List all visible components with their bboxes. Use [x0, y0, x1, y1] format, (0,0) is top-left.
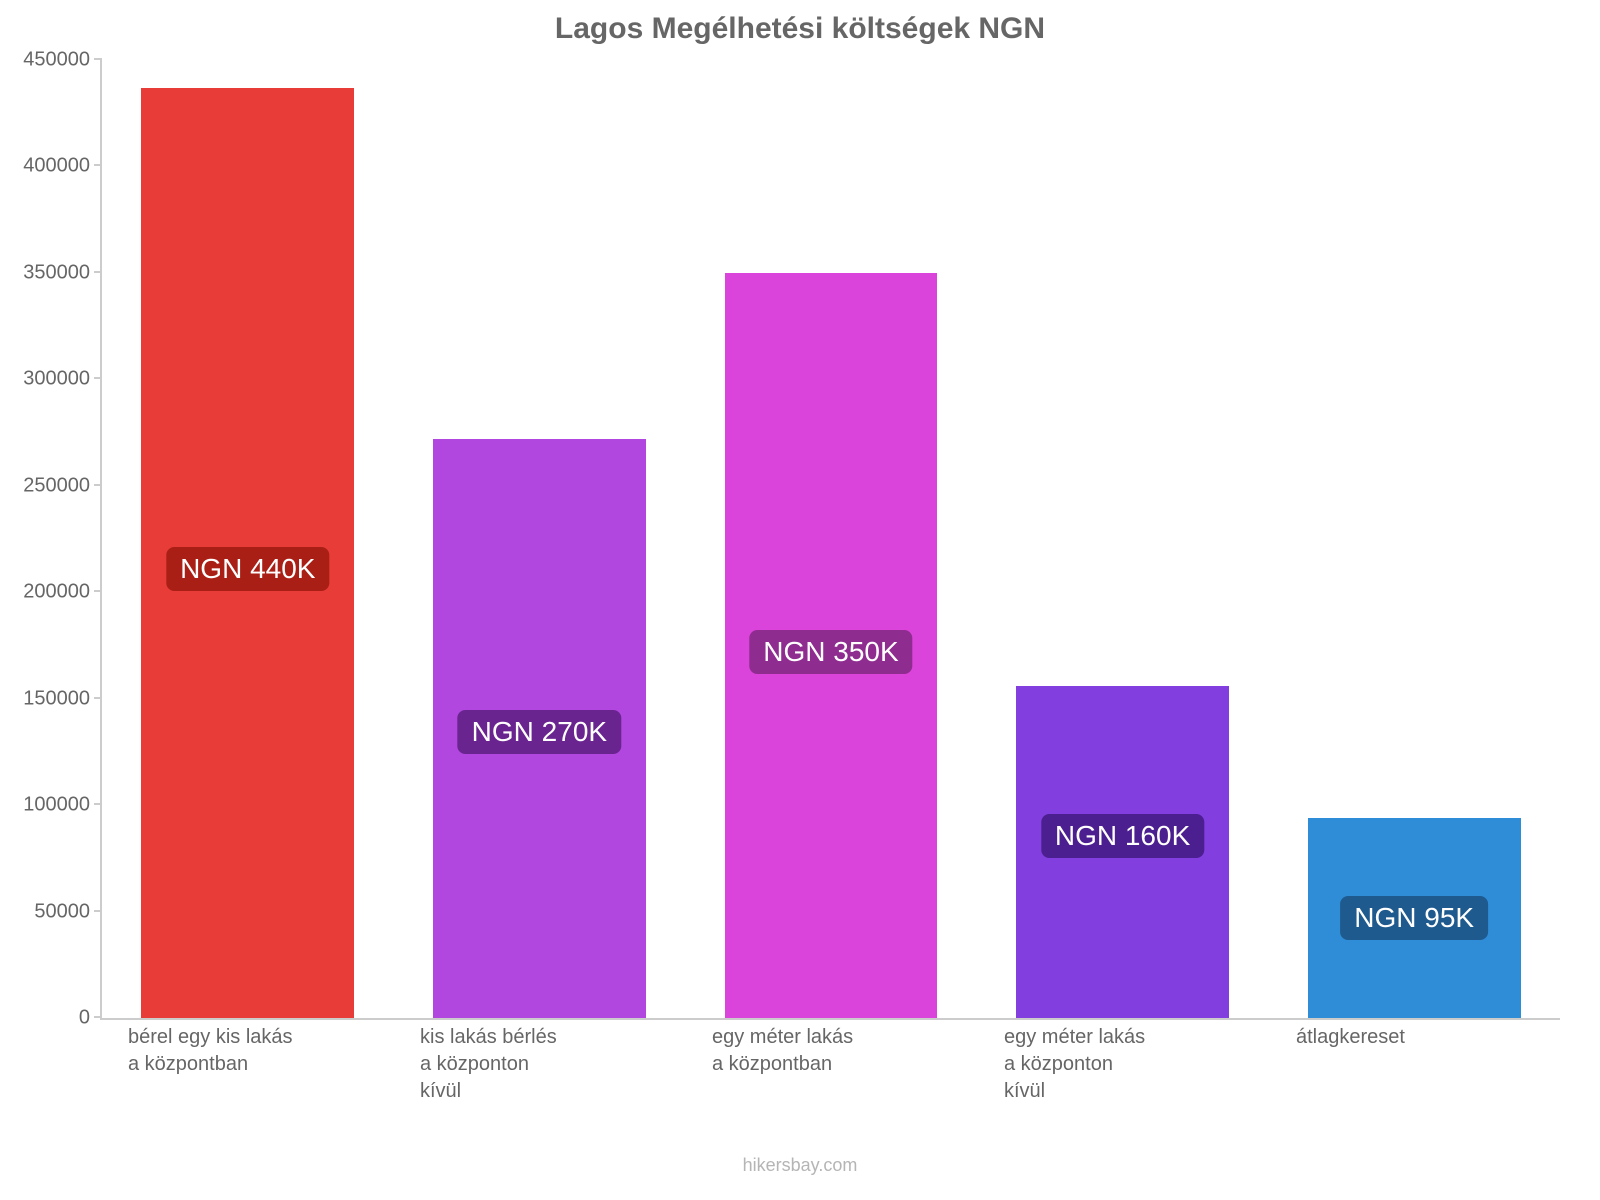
bar-value-label: NGN 270K	[458, 710, 621, 754]
bar-value-label: NGN 95K	[1340, 896, 1488, 940]
bar-slot: NGN 440K	[102, 60, 394, 1018]
x-axis-label: átlagkereset	[1268, 1024, 1560, 1105]
ytick-label: 350000	[23, 261, 102, 284]
x-labels: bérel egy kis lakás a központbankis laká…	[100, 1024, 1560, 1105]
bar-slot: NGN 350K	[685, 60, 977, 1018]
bar: NGN 350K	[725, 273, 938, 1018]
bar-value-label: NGN 160K	[1041, 814, 1204, 858]
ytick-label: 450000	[23, 49, 102, 72]
ytick-label: 250000	[23, 474, 102, 497]
ytick-label: 100000	[23, 794, 102, 817]
chart-wrap: Lagos Megélhetési költségek NGN NGN 440K…	[0, 0, 1600, 1200]
x-axis-label: bérel egy kis lakás a központban	[100, 1024, 392, 1105]
bar-slot: NGN 95K	[1268, 60, 1560, 1018]
bars-container: NGN 440K NGN 270K NGN 350K NGN 160K NGN 95K	[102, 60, 1560, 1018]
bar: NGN 95K	[1308, 818, 1521, 1018]
bar-value-label: NGN 440K	[166, 547, 329, 591]
bar-value-label: NGN 350K	[749, 630, 912, 674]
chart-title: Lagos Megélhetési költségek NGN	[0, 12, 1600, 46]
ytick-label: 300000	[23, 368, 102, 391]
bar-slot: NGN 160K	[977, 60, 1269, 1018]
bar-slot: NGN 270K	[394, 60, 686, 1018]
chart-footer: hikersbay.com	[0, 1155, 1600, 1176]
ytick-label: 200000	[23, 581, 102, 604]
x-axis-label: kis lakás bérlés a központon kívül	[392, 1024, 684, 1105]
ytick-label: 150000	[23, 687, 102, 710]
x-axis-label: egy méter lakás a központban	[684, 1024, 976, 1105]
plot-area: NGN 440KNGN 270KNGN 350KNGN 160KNGN 95K …	[100, 60, 1560, 1020]
bar: NGN 160K	[1016, 686, 1229, 1018]
bar: NGN 270K	[433, 439, 646, 1018]
x-axis-label: egy méter lakás a központon kívül	[976, 1024, 1268, 1105]
bar: NGN 440K	[141, 88, 354, 1018]
ytick-label: 400000	[23, 155, 102, 178]
ytick-label: 0	[79, 1007, 102, 1030]
ytick-label: 50000	[34, 900, 102, 923]
